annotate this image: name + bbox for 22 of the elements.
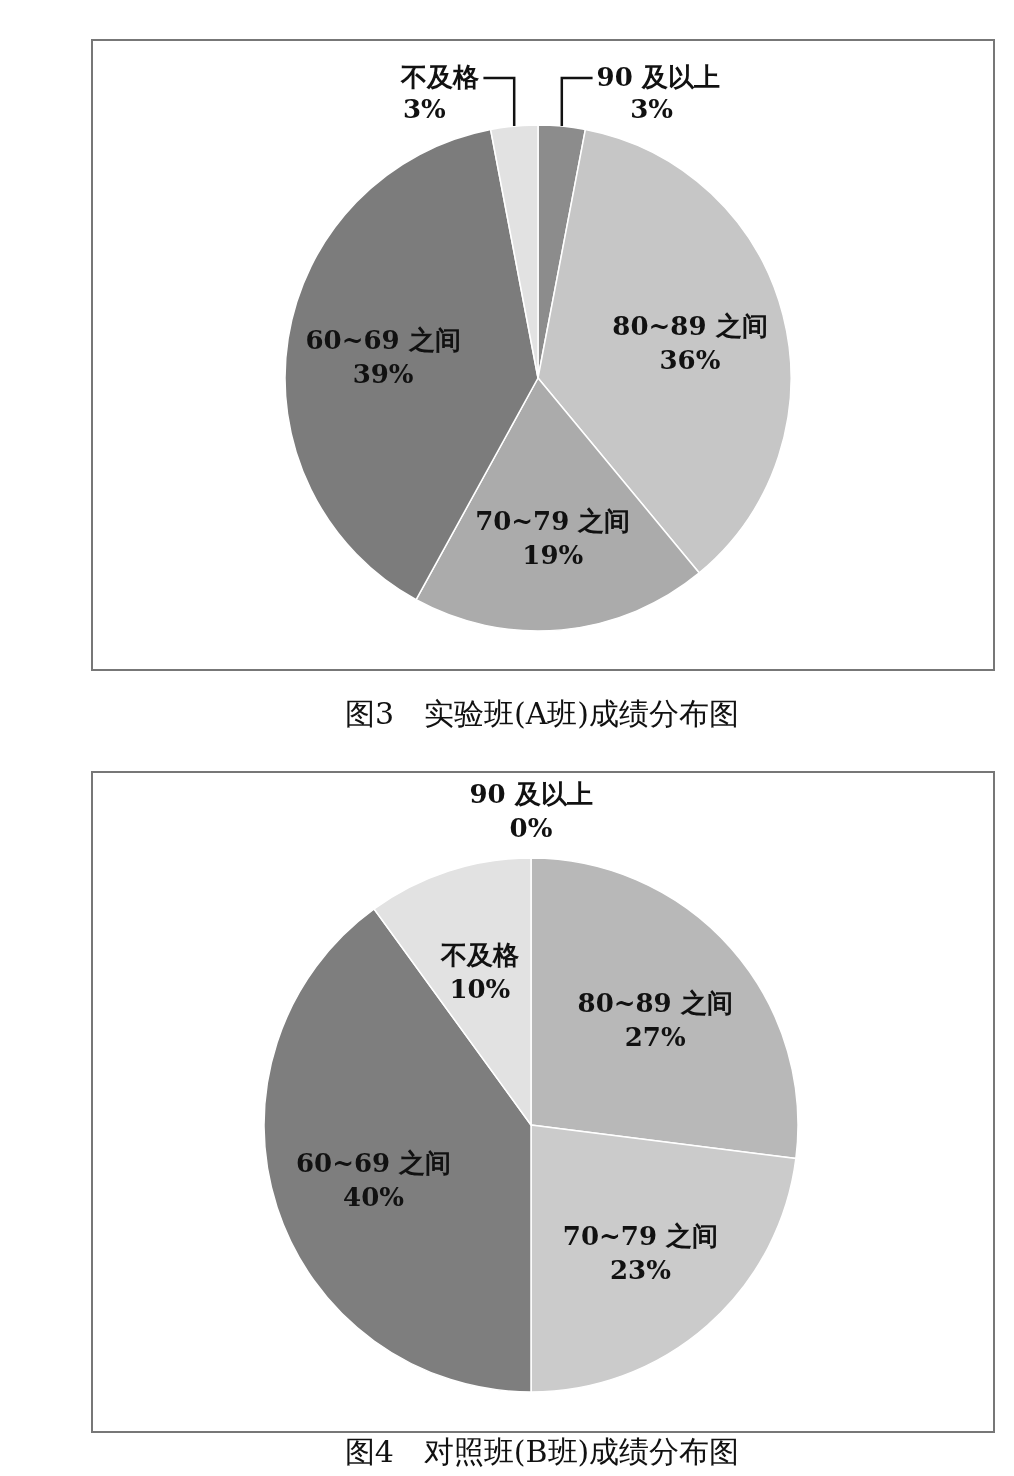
slice-label: 90 及以上 <box>596 61 720 92</box>
text: 图4 对照班(B班)成绩分布图 <box>344 1434 740 1469</box>
data-label: 19% <box>522 540 584 571</box>
slice-label: 80~89 之间 <box>612 310 768 341</box>
data-label: 23% <box>610 1255 672 1286</box>
text: 图3 实验班(A班)成绩分布图 <box>344 696 740 731</box>
data-label: 3% <box>403 93 447 124</box>
slice-label: 70~79 之间 <box>475 506 631 537</box>
data-label: 40% <box>343 1182 405 1213</box>
slice-label: 不及格 <box>400 61 480 92</box>
data-label: 39% <box>352 359 414 390</box>
category-label: 90 及以上 <box>469 778 593 809</box>
slice-label: 70~79 之间 <box>562 1221 719 1252</box>
slice-label: 80~89 之间 <box>577 987 733 1018</box>
data-label: 36% <box>659 344 721 375</box>
data-label: 27% <box>624 1021 686 1052</box>
data-label: 10% <box>449 973 511 1004</box>
slice-label: 不及格 <box>439 939 519 970</box>
slice-label: 60~69 之间 <box>305 325 461 356</box>
slice-label: 60~69 之间 <box>295 1148 452 1179</box>
text: 0% <box>509 812 553 843</box>
data-label: 3% <box>630 93 674 124</box>
